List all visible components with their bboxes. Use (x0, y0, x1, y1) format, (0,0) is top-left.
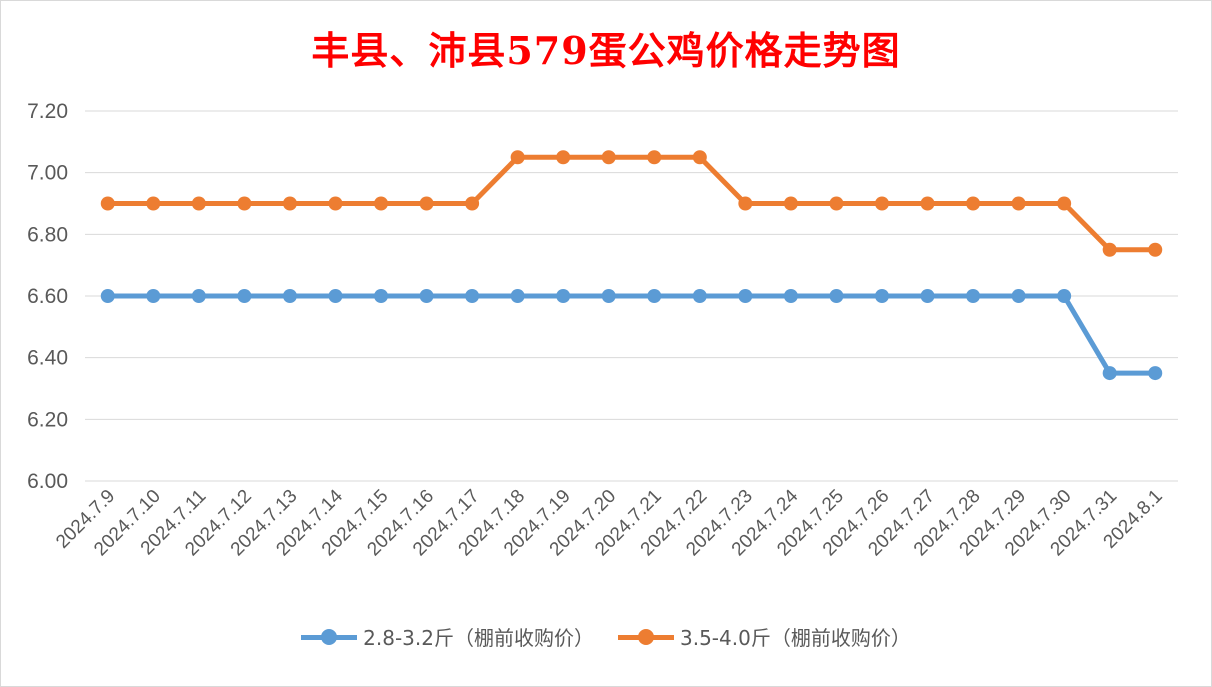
data-point[interactable] (465, 196, 480, 211)
data-point[interactable] (920, 289, 935, 303)
series-line-2 (105, 154, 1158, 253)
y-tick-label: 6.20 (27, 408, 68, 431)
data-point[interactable] (282, 289, 297, 303)
series-2 (100, 150, 1163, 257)
data-point[interactable] (601, 289, 616, 303)
series-1 (100, 289, 1163, 381)
chart-title: 丰县、沛县579蛋公鸡价格走势图 (311, 28, 901, 73)
data-point[interactable] (1148, 366, 1163, 381)
data-point[interactable] (419, 289, 434, 303)
data-point[interactable] (1011, 289, 1026, 303)
y-tick-label: 6.80 (27, 223, 68, 246)
legend: 2.8-3.2斤（棚前收购价） 3.5-4.0斤（棚前收购价） (0, 622, 1212, 651)
data-point[interactable] (100, 289, 115, 303)
x-axis-ticks: 2024.7.92024.7.102024.7.112024.7.122024.… (52, 485, 1167, 560)
y-tick-label: 6.00 (27, 470, 68, 493)
data-point[interactable] (874, 196, 889, 211)
data-point[interactable] (1102, 242, 1117, 257)
data-point[interactable] (556, 150, 571, 165)
data-point[interactable] (374, 289, 389, 303)
y-tick-label: 6.40 (27, 347, 68, 370)
data-point[interactable] (1011, 196, 1026, 211)
data-point[interactable] (874, 289, 889, 303)
data-point[interactable] (783, 289, 798, 303)
data-point[interactable] (328, 289, 343, 303)
legend-label-series-1: 2.8-3.2斤（棚前收购价） (363, 626, 594, 650)
y-tick-label: 7.20 (27, 100, 68, 123)
data-point[interactable] (647, 289, 662, 303)
legend-swatch-series-1 (301, 628, 358, 645)
data-point[interactable] (601, 150, 616, 165)
data-point[interactable] (191, 289, 206, 303)
data-point[interactable] (692, 289, 707, 303)
data-point[interactable] (692, 150, 707, 165)
data-point[interactable] (146, 196, 161, 211)
data-point[interactable] (738, 196, 753, 211)
legend-item-series-1[interactable]: 2.8-3.2斤（棚前收购价） (301, 622, 594, 651)
data-point[interactable] (419, 196, 434, 211)
data-point[interactable] (966, 289, 981, 303)
data-point[interactable] (237, 196, 252, 211)
legend-item-series-2[interactable]: 3.5-4.0斤（棚前收购价） (618, 622, 911, 651)
legend-label-series-2: 3.5-4.0斤（棚前收购价） (680, 626, 911, 650)
data-point[interactable] (738, 289, 753, 303)
y-tick-label: 7.00 (27, 162, 68, 185)
data-point[interactable] (374, 196, 389, 211)
series-line-1 (105, 293, 1158, 376)
data-point[interactable] (1148, 242, 1163, 257)
data-point[interactable] (328, 196, 343, 211)
data-point[interactable] (510, 289, 525, 303)
data-point[interactable] (647, 150, 662, 165)
legend-swatch-series-2 (618, 628, 674, 645)
data-point[interactable] (237, 289, 252, 303)
y-axis-ticks: 6.00 6.20 6.40 6.60 6.80 7.00 7.20 (27, 100, 68, 493)
data-point[interactable] (556, 289, 571, 303)
data-point[interactable] (510, 150, 525, 165)
y-tick-label: 6.60 (27, 285, 68, 308)
data-point[interactable] (829, 289, 844, 303)
data-point[interactable] (966, 196, 981, 211)
data-point[interactable] (783, 196, 798, 211)
data-point[interactable] (282, 196, 297, 211)
data-point[interactable] (100, 196, 115, 211)
data-point[interactable] (465, 289, 480, 303)
data-point[interactable] (146, 289, 161, 303)
data-point[interactable] (829, 196, 844, 211)
data-point[interactable] (191, 196, 206, 211)
data-point[interactable] (920, 196, 935, 211)
series-layer (100, 150, 1163, 381)
data-point[interactable] (1102, 366, 1117, 381)
data-point[interactable] (1057, 289, 1072, 303)
data-point[interactable] (1057, 196, 1072, 211)
